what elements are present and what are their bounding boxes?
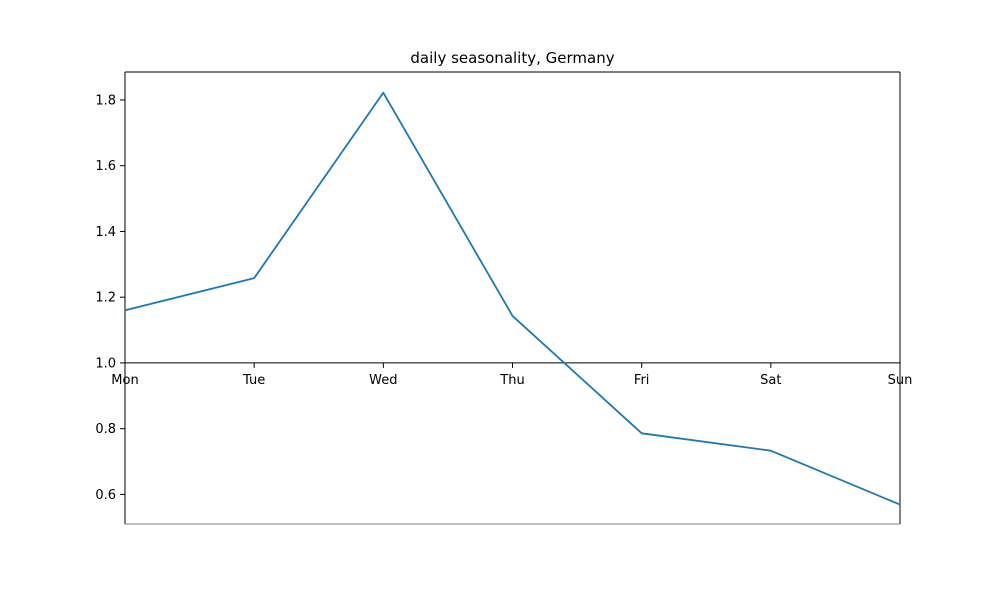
x-tick-label: Wed [369,373,397,388]
x-tick-label: Tue [242,373,265,388]
x-tick-label: Fri [634,373,650,388]
chart-title: daily seasonality, Germany [410,49,614,67]
y-tick-label: 0.6 [95,488,116,503]
x-tick-label: Mon [111,373,138,388]
y-tick-label: 1.4 [95,225,116,240]
x-tick-label: Sat [760,373,781,388]
plot-area: 0.6 0.8 1.0 1.2 1.4 1.6 1.8 Mon Tue Wed Thu Fri Sat S… [95,71,913,525]
x-tick-label: Thu [499,373,524,388]
y-tick-label: 1.8 [95,93,116,108]
y-tick-label: 1.6 [95,159,116,174]
y-tick-label: 0.8 [95,422,116,437]
series-line [124,91,901,506]
y-tick-label: 1.2 [95,291,116,306]
y-tick-label: 1.0 [95,356,116,371]
x-tick-label: Sun [888,373,913,388]
